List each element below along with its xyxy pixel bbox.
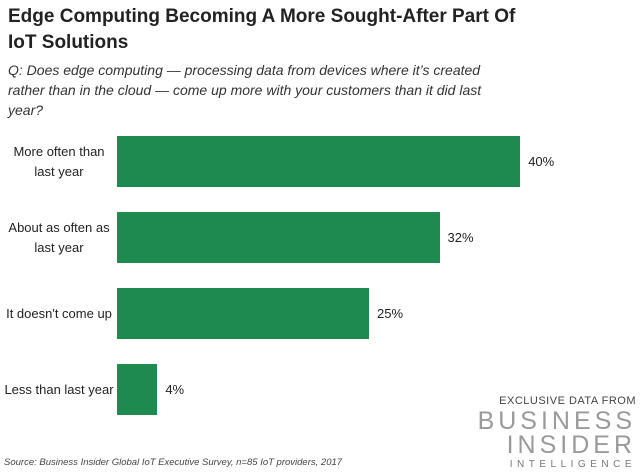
bar	[117, 364, 158, 415]
bar	[117, 288, 369, 339]
brand-name: INTELLIGENCE	[509, 459, 636, 470]
value-label: 32%	[447, 230, 474, 245]
chart-title: Edge Computing Becoming A More Sought-Af…	[8, 6, 516, 53]
brand-tagline: EXCLUSIVE DATA FROM	[499, 395, 636, 407]
category-label: Less than last year	[4, 381, 114, 397]
category-label: It doesn't come up	[6, 305, 112, 321]
value-label: 40%	[528, 154, 555, 169]
value-label: 4%	[165, 382, 185, 397]
source-note: Source: Business Insider Global IoT Exec…	[4, 457, 343, 468]
brand-name: BUSINESS	[477, 407, 636, 435]
chart-subtitle: Q: Does edge computing — processing data…	[8, 62, 482, 118]
value-label: 25%	[377, 306, 404, 321]
brand-name: INSIDER	[506, 431, 636, 459]
bar	[117, 136, 521, 187]
category-label: About as often as last year	[8, 219, 110, 255]
bar	[117, 212, 440, 263]
category-label: More often than last year	[13, 143, 105, 179]
